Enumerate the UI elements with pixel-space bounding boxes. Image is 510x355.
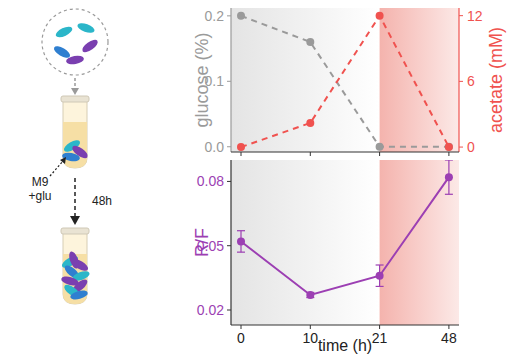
- marker: [376, 272, 384, 280]
- pointer-head: [60, 157, 66, 164]
- series-line: [241, 16, 449, 147]
- x-axis: [231, 151, 459, 152]
- x-tick: [379, 152, 380, 156]
- series-line: [241, 16, 449, 147]
- illustration: M9+glu 48h: [28, 9, 112, 304]
- y-tick: [227, 181, 231, 182]
- panel: 0.020.050.080102148time (h)R/F: [192, 160, 459, 354]
- y-tick: [227, 245, 231, 246]
- arrow: [74, 178, 76, 218]
- medium-label: M9: [32, 175, 49, 189]
- y-tick-label: 0.0: [205, 139, 225, 155]
- y2-tick: [459, 15, 463, 16]
- marker: [445, 143, 453, 151]
- marker: [376, 143, 384, 151]
- x-axis-label: time (h): [318, 337, 372, 354]
- phase-shading: [231, 160, 380, 325]
- marker: [445, 173, 453, 181]
- y2-tick-label: 6: [467, 73, 475, 89]
- y-tick: [227, 81, 231, 82]
- y-axis-label: glucose (%): [192, 32, 212, 127]
- marker: [445, 143, 453, 151]
- x-tick-label: 48: [441, 330, 457, 346]
- medium-label: +glu: [28, 189, 51, 203]
- bacterium: [52, 44, 72, 60]
- y-tick-label: 0.08: [197, 173, 224, 189]
- y2-axis: [458, 8, 459, 152]
- y2-tick: [459, 147, 463, 148]
- series-line: [241, 177, 449, 295]
- phase-shading: [380, 160, 459, 325]
- x-tick: [310, 152, 311, 156]
- x-tick: [379, 325, 380, 329]
- bacterium: [80, 38, 99, 55]
- y-tick: [227, 146, 231, 147]
- y-axis-label: R/F: [192, 228, 212, 257]
- figure: M9+glu48h0.00.10.20612glucose (%)acetate…: [0, 0, 510, 355]
- y2-tick-label: 0: [467, 139, 475, 155]
- y2-tick-label: 12: [467, 8, 483, 24]
- x-tick: [448, 152, 449, 156]
- error-bar: [445, 160, 453, 194]
- pointer: [50, 160, 64, 176]
- x-tick-label: 10: [303, 330, 319, 346]
- y-tick: [227, 310, 231, 311]
- x-tick: [241, 325, 242, 329]
- bacterium: [65, 54, 84, 65]
- error-cap: [376, 264, 384, 265]
- error-cap: [445, 194, 453, 195]
- x-tick: [448, 325, 449, 329]
- y-axis: [230, 8, 231, 152]
- y-tick: [227, 15, 231, 16]
- bacterium: [67, 250, 81, 270]
- arrow-head: [71, 88, 79, 95]
- y-axis-label: acetate (mM): [486, 27, 506, 133]
- x-tick-label: 0: [237, 330, 245, 346]
- canvas: M9+glu48h0.00.10.20612glucose (%)acetate…: [0, 0, 510, 355]
- phase-shading: [380, 8, 459, 152]
- marker: [376, 12, 384, 20]
- phase-shading: [231, 8, 380, 152]
- panel: 0.00.10.20612glucose (%)acetate (mM): [192, 8, 506, 156]
- error-bar: [237, 231, 245, 252]
- error-cap: [237, 252, 245, 253]
- error-bar: [376, 265, 384, 286]
- bacterium: [54, 25, 74, 40]
- error-cap: [376, 286, 384, 287]
- culture-circle: [42, 9, 108, 75]
- marker: [237, 143, 245, 151]
- tube-cap: [61, 228, 89, 234]
- error-cap: [237, 230, 245, 231]
- marker: [306, 119, 314, 127]
- x-tick: [310, 325, 311, 329]
- marker: [237, 12, 245, 20]
- plot-data: [237, 160, 453, 299]
- marker: [306, 38, 314, 46]
- x-tick-label: 21: [372, 330, 388, 346]
- bacterium: [76, 21, 96, 35]
- duration-label: 48h: [92, 194, 112, 208]
- error-cap: [445, 160, 453, 161]
- y2-tick: [459, 81, 463, 82]
- tube-cap: [61, 96, 89, 102]
- marker: [237, 237, 245, 245]
- arrow-head: [70, 216, 80, 225]
- bacterium: [69, 289, 88, 301]
- marker: [306, 291, 314, 299]
- x-axis: [231, 324, 459, 325]
- x-tick: [241, 152, 242, 156]
- y-tick-label: 0.02: [197, 302, 224, 318]
- y-axis: [230, 160, 231, 325]
- y-tick-label: 0.2: [205, 8, 225, 24]
- plot-data: [237, 12, 453, 151]
